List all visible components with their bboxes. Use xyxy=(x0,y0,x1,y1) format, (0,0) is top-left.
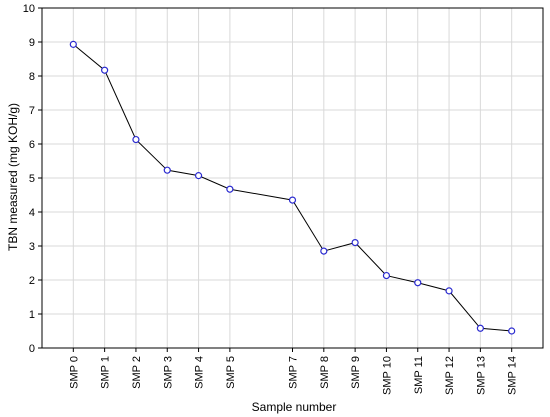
grid-lines xyxy=(42,8,543,348)
x-tick-label: SMP 5 xyxy=(225,356,237,389)
data-point xyxy=(288,196,297,204)
x-tick-label: SMP 3 xyxy=(162,356,174,389)
x-tick-label: SMP 2 xyxy=(131,356,143,389)
y-tick-label: 1 xyxy=(29,309,35,321)
y-tick-label: 7 xyxy=(29,105,35,117)
x-axis-title: Sample number xyxy=(252,400,337,414)
x-tick-label: SMP 14 xyxy=(507,356,519,395)
data-point xyxy=(226,185,234,193)
data-point xyxy=(163,166,171,174)
x-tick-label: SMP 9 xyxy=(350,356,362,389)
series-markers xyxy=(69,40,516,335)
x-tick-label: SMP 4 xyxy=(194,356,206,389)
axes xyxy=(38,7,544,352)
x-tick-label: SMP 10 xyxy=(381,356,393,395)
tick-labels: 0 1 2 3 4 5 6 7 8 9 10 SMP 0 SMP 1 SMP 2 SMP 3 SMP 4 SMP… xyxy=(23,3,519,395)
x-tick-label: SMP 8 xyxy=(319,356,331,389)
data-point xyxy=(382,271,391,280)
data-point xyxy=(101,66,109,74)
x-tick-label: SMP 12 xyxy=(444,356,456,395)
plot-frame xyxy=(41,7,544,349)
data-point xyxy=(508,327,516,335)
series-line xyxy=(72,43,512,332)
data-point xyxy=(476,324,484,332)
x-tick-label: SMP 13 xyxy=(475,356,487,395)
y-tick-label: 2 xyxy=(29,275,35,287)
x-tick-label: SMP 7 xyxy=(288,356,300,389)
y-axis-title: TBN measured (mg KOH/g) xyxy=(6,103,20,251)
y-tick-label: 5 xyxy=(29,173,35,185)
x-tick-label: SMP 0 xyxy=(68,356,80,389)
data-point xyxy=(194,172,203,180)
data-point xyxy=(132,135,140,144)
data-point xyxy=(414,279,422,287)
data-point xyxy=(445,287,453,295)
data-point xyxy=(351,239,359,247)
y-tick-label: 3 xyxy=(29,241,35,253)
y-tick-label: 0 xyxy=(29,343,35,355)
data-point xyxy=(320,247,328,255)
y-tick-label: 10 xyxy=(23,3,35,15)
series-polyline xyxy=(72,43,512,332)
y-tick-label: 4 xyxy=(29,207,35,219)
y-tick-label: 8 xyxy=(29,71,35,83)
x-tick-label: SMP 1 xyxy=(100,356,112,389)
y-tick-label: 6 xyxy=(29,139,35,151)
y-tick-label: 9 xyxy=(29,37,35,49)
data-point xyxy=(69,40,77,48)
x-tick-label: SMP 11 xyxy=(413,356,425,394)
